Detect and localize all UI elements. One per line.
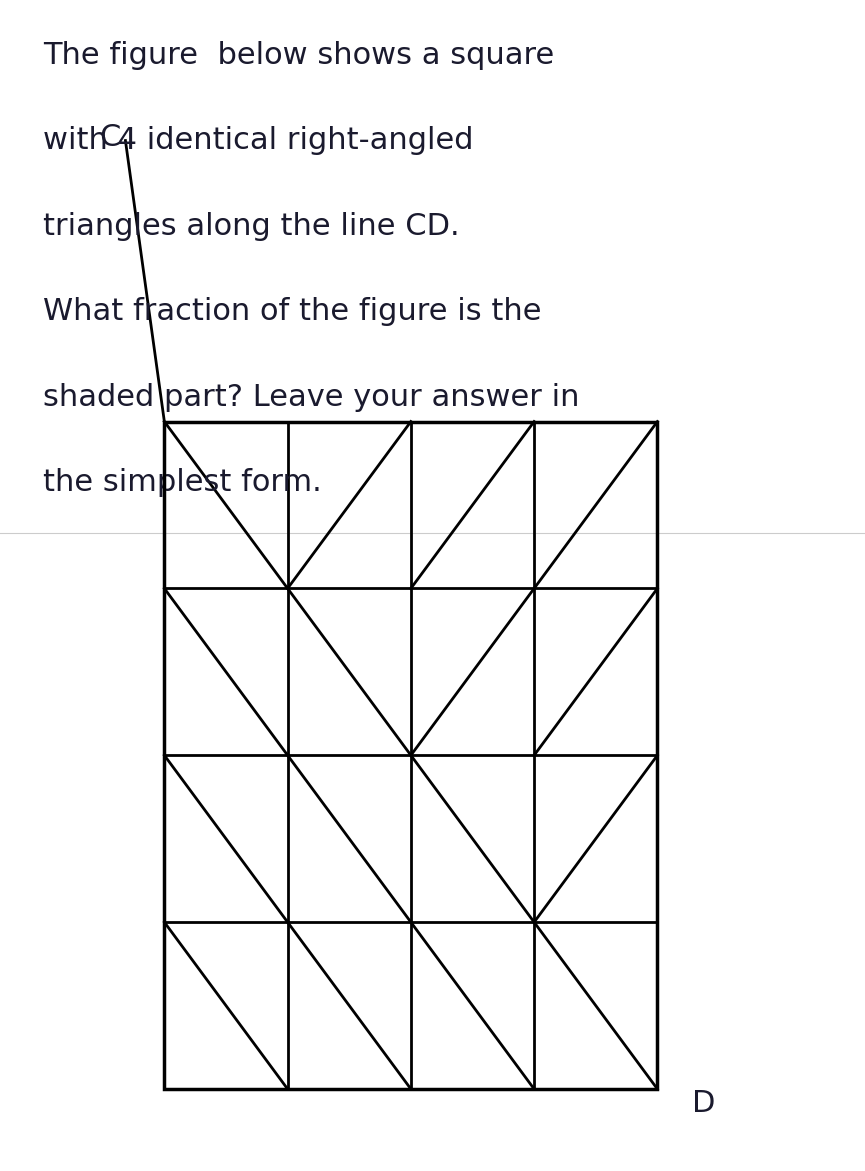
Text: What fraction of the figure is the: What fraction of the figure is the [43,297,541,327]
Text: the simplest form.: the simplest form. [43,468,322,498]
Text: C: C [99,123,121,152]
Bar [164,422,657,1089]
Text: The figure  below shows a square: The figure below shows a square [43,41,554,70]
Text: triangles along the line CD.: triangles along the line CD. [43,212,460,241]
Text: shaded part? Leave your answer in: shaded part? Leave your answer in [43,383,580,412]
Text: with 4 identical right-angled: with 4 identical right-angled [43,126,474,156]
Text: D: D [692,1089,715,1118]
